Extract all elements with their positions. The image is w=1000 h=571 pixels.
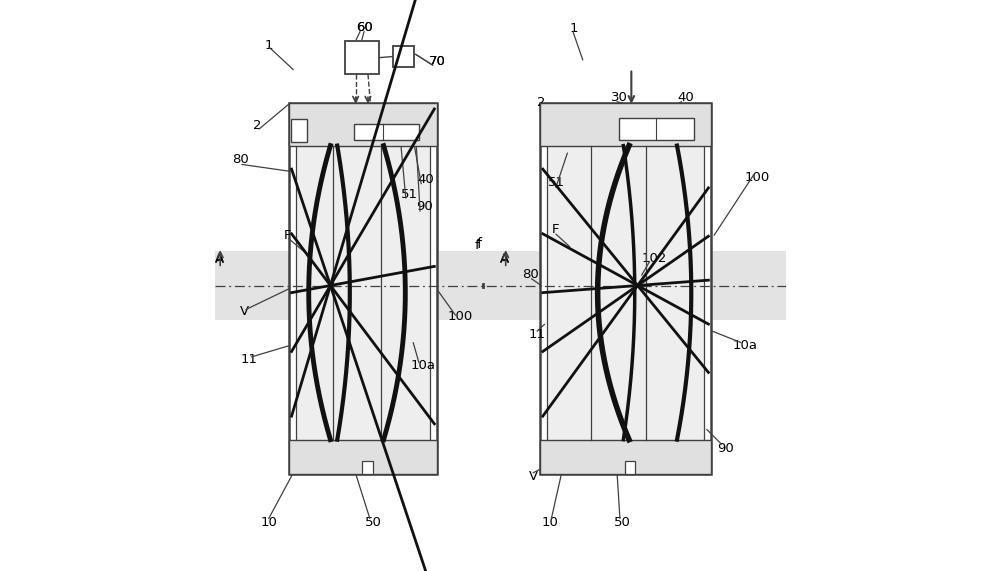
Text: 51: 51 (401, 188, 418, 200)
Text: A: A (500, 252, 509, 264)
Text: 1: 1 (264, 39, 273, 52)
Bar (619, 118, 694, 140)
Text: F: F (552, 223, 560, 236)
Text: 11: 11 (240, 353, 257, 366)
Text: 100: 100 (447, 311, 473, 323)
Bar (393, 46, 414, 67)
Text: A: A (500, 254, 509, 266)
Bar (289, 103, 437, 146)
Text: 80: 80 (522, 268, 539, 280)
Text: 100: 100 (744, 171, 770, 183)
Text: 60: 60 (356, 21, 372, 34)
Text: 50: 50 (614, 516, 631, 529)
Text: 20: 20 (302, 116, 319, 129)
Text: 50: 50 (365, 516, 382, 529)
Text: A: A (215, 254, 224, 266)
Text: 80: 80 (232, 154, 249, 166)
Text: V: V (240, 305, 249, 317)
Text: 10: 10 (542, 516, 559, 529)
Text: 90: 90 (717, 442, 734, 455)
Text: 11: 11 (529, 328, 546, 340)
Text: 1: 1 (570, 22, 578, 35)
Text: 2: 2 (537, 96, 545, 109)
Bar (289, 440, 437, 474)
Bar (540, 103, 711, 474)
Text: 70: 70 (429, 55, 446, 67)
Bar (354, 124, 419, 140)
Text: V: V (529, 471, 538, 483)
Bar (362, 461, 373, 474)
Text: 60: 60 (356, 21, 372, 34)
Text: 30: 30 (611, 91, 628, 103)
Bar (215, 251, 786, 320)
Bar (345, 41, 379, 74)
Bar (296, 110, 430, 467)
Text: 90: 90 (416, 200, 433, 213)
Text: F: F (284, 229, 291, 242)
Text: f: f (477, 237, 482, 251)
Text: 102: 102 (641, 252, 667, 264)
Text: 51: 51 (547, 176, 564, 189)
Text: 2: 2 (253, 119, 262, 132)
Bar (291, 119, 307, 142)
Text: 10a: 10a (733, 339, 758, 352)
Text: 40: 40 (677, 91, 694, 103)
Text: 10: 10 (260, 516, 277, 529)
Bar (547, 110, 704, 467)
Bar (540, 440, 711, 474)
Text: 40: 40 (417, 174, 434, 186)
Text: 70: 70 (429, 55, 446, 67)
Bar (540, 103, 711, 146)
Bar (625, 461, 635, 474)
Text: A: A (215, 252, 224, 264)
Bar (289, 103, 437, 474)
Text: f: f (475, 239, 480, 252)
Text: 10a: 10a (410, 359, 435, 372)
Text: 30: 30 (422, 116, 439, 129)
